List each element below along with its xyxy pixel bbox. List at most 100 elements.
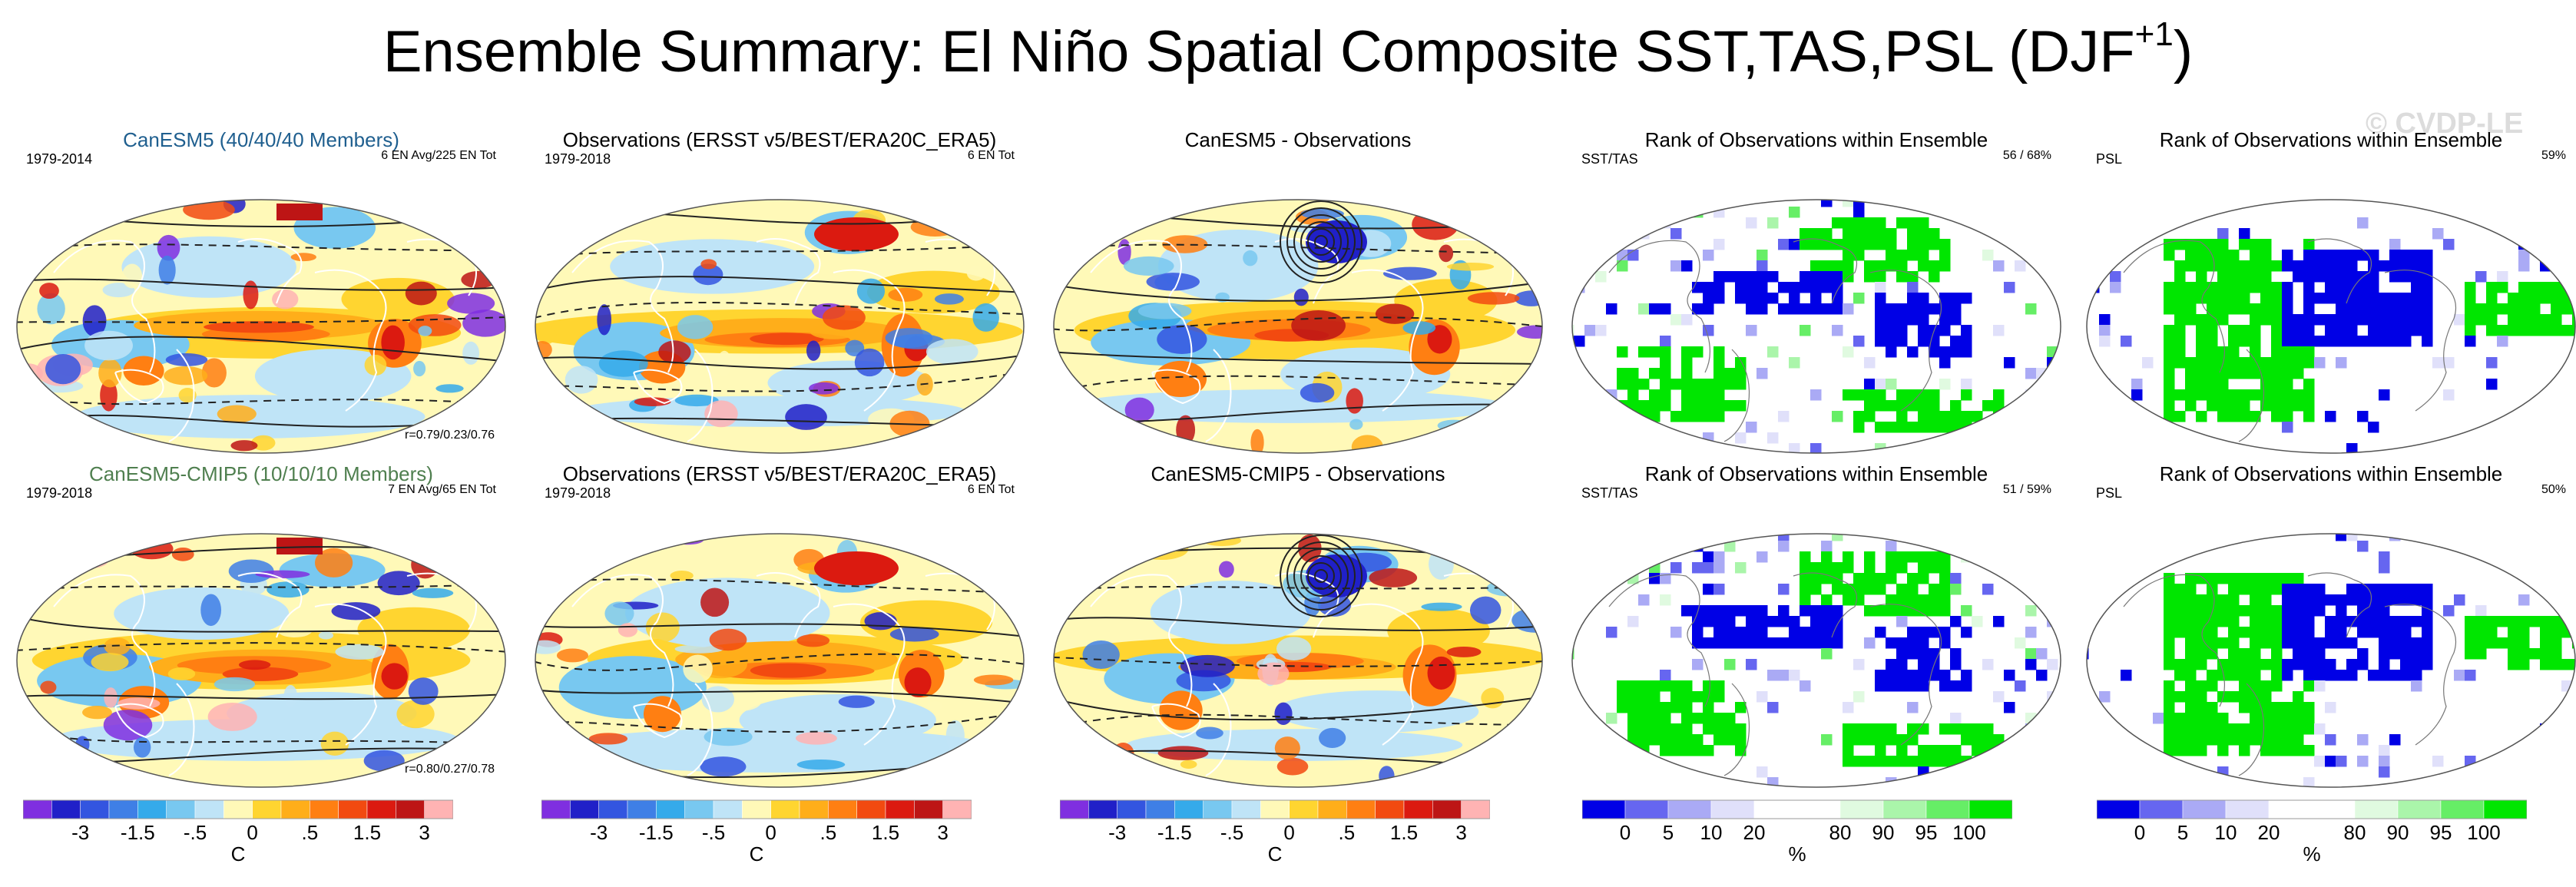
rank-cell: [2271, 670, 2283, 681]
rank-cell: [1853, 573, 1865, 584]
colorbar-tick-label: -.5: [183, 821, 207, 844]
rank-cell: [2551, 293, 2562, 304]
rank-cell: [2174, 325, 2186, 336]
rank-cell: [1950, 680, 1962, 692]
rank-cell: [1735, 293, 1747, 304]
rank-cell: [2250, 584, 2261, 595]
rank-cell: [2400, 325, 2412, 336]
anomaly-patch: [1446, 263, 1495, 271]
rank-cell: [2346, 336, 2358, 347]
rank-cell: [1939, 314, 1951, 326]
anomaly-patch: [796, 634, 830, 647]
rank-cell: [1735, 605, 1747, 617]
rank-cell: [1886, 346, 1897, 358]
rank-cell: [2518, 250, 2530, 261]
rank-cell: [2443, 605, 2455, 617]
anomaly-patch: [335, 644, 385, 660]
rank-cell: [1918, 411, 1929, 422]
rank-cell: [1767, 637, 1779, 649]
rank-cell: [2174, 723, 2186, 735]
colorbar-tick-label: 20: [1743, 821, 1766, 844]
rank-cell: [1907, 228, 1919, 240]
rank-cell: [1660, 368, 1671, 379]
rank-cell: [1703, 605, 1714, 617]
rank-cell: [1950, 777, 1962, 787]
rank-cell: [2389, 627, 2401, 638]
rank-cell: [2389, 314, 2401, 326]
rank-cell: [2164, 400, 2175, 412]
rank-cell: [1875, 282, 1886, 293]
anomaly-patch: [178, 387, 197, 403]
anomaly-patch: [973, 674, 1014, 686]
rank-cell: [1713, 346, 1725, 358]
rank-cell: [2346, 250, 2358, 261]
rank-cell: [2250, 325, 2261, 336]
rank-cell: [2325, 282, 2336, 293]
colorbar-swatch: [80, 799, 110, 819]
rank-cell: [1853, 239, 1865, 250]
rank-cell: [1950, 400, 1962, 412]
rank-cell: [2314, 314, 2326, 326]
coastline: [114, 369, 164, 405]
rank-cell: [2357, 734, 2369, 746]
rank-cell: [2379, 260, 2390, 272]
rank-cell: [2325, 702, 2336, 713]
anomaly-patch: [1375, 303, 1415, 324]
rank-cell: [2174, 336, 2186, 347]
rank-cell: [1800, 325, 1811, 336]
colorbar-swatch: [338, 799, 368, 819]
psl-contour: [1300, 221, 1342, 263]
anomaly-patch: [363, 750, 405, 772]
rank-cell: [2174, 389, 2186, 401]
rank-cell: [1875, 303, 1886, 315]
rank-cell: [1595, 422, 1607, 433]
anomaly-blob: [750, 333, 824, 346]
anomaly-patch: [1058, 562, 1091, 587]
anomaly-patch: [228, 559, 274, 583]
rank-cell: [1950, 713, 1962, 724]
rank-cell: [2379, 605, 2390, 617]
rank-cell: [2400, 293, 2412, 304]
rank-cell: [2036, 217, 2048, 229]
anomaly-patch: [670, 571, 694, 581]
rank-cell: [2336, 314, 2347, 326]
panel-count: 7 EN Avg/65 EN Tot: [388, 483, 496, 496]
rank-cell: [1853, 594, 1865, 606]
psl-contour: [535, 371, 1024, 392]
anomaly-patch: [39, 283, 59, 300]
rank-cell: [2228, 691, 2240, 703]
rank-cell: [2239, 691, 2250, 703]
anomaly-patch: [1469, 596, 1502, 624]
rank-cell: [2025, 713, 2037, 724]
rank-cell: [2303, 605, 2315, 617]
coastline: [1869, 270, 1942, 412]
anomaly-patch: [1257, 662, 1290, 685]
rank-cell: [2411, 260, 2422, 272]
rank-cell: [2551, 325, 2562, 336]
rank-cell: [1875, 680, 1886, 692]
anomaly-patch: [315, 548, 353, 578]
rank-cell: [2314, 648, 2326, 660]
anomaly-patch: [1346, 388, 1363, 414]
rank-cell: [1896, 562, 1908, 574]
colorbar-frame: [2097, 799, 2527, 819]
rank-cell: [2228, 670, 2240, 681]
coastline: [1723, 683, 1750, 776]
colorbar-tick-label: 5: [1662, 821, 1674, 844]
rank-cell: [1800, 594, 1811, 606]
coastline: [53, 240, 156, 373]
anomaly-patch: [255, 570, 310, 579]
rank-cell: [1950, 648, 1962, 660]
rank-cell: [1832, 303, 1843, 315]
rank-cell: [2228, 282, 2240, 293]
rank-cell: [1918, 303, 1929, 315]
coastline: [1793, 238, 1858, 304]
rank-cell: [1843, 217, 1854, 229]
rank-cell: [2346, 584, 2358, 595]
rank-cell: [1929, 260, 1940, 272]
rank-cell: [1832, 637, 1843, 649]
rank-cell: [2411, 616, 2422, 627]
coastline: [2123, 240, 2226, 373]
rank-cell: [1810, 260, 1822, 272]
rank-cell: [1638, 734, 1650, 746]
